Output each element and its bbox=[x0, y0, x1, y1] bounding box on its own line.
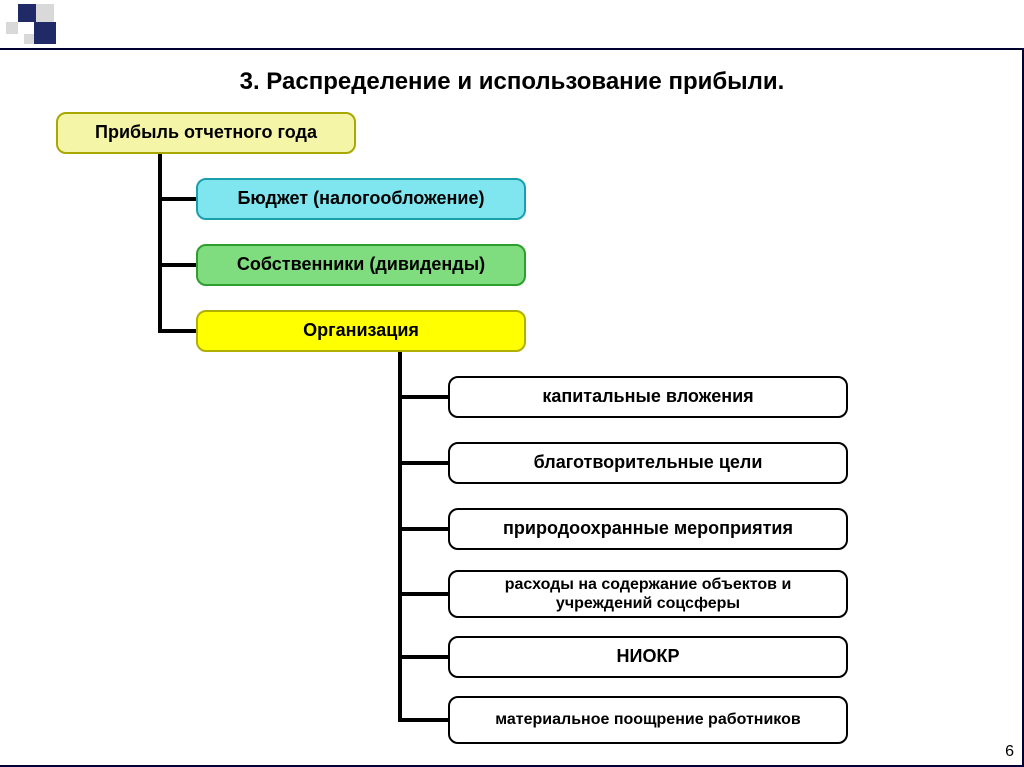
decoration-square bbox=[34, 22, 56, 44]
connector-horizontal bbox=[158, 329, 196, 333]
decoration-square bbox=[18, 4, 36, 22]
node-profit-root: Прибыль отчетного года bbox=[56, 112, 356, 154]
connector-horizontal bbox=[398, 655, 448, 659]
node-capex: капитальные вложения bbox=[448, 376, 848, 418]
connector-horizontal bbox=[398, 527, 448, 531]
node-eco: природоохранные мероприятия bbox=[448, 508, 848, 550]
connector-horizontal bbox=[158, 263, 196, 267]
node-budget: Бюджет (налогообложение) bbox=[196, 178, 526, 220]
node-bonus: материальное поощрение работников bbox=[448, 696, 848, 744]
slide-top-border bbox=[0, 48, 1024, 50]
corner-decoration bbox=[0, 0, 80, 50]
connector-vertical bbox=[398, 352, 402, 720]
connector-horizontal bbox=[158, 197, 196, 201]
node-charity: благотворительные цели bbox=[448, 442, 848, 484]
node-rnd: НИОКР bbox=[448, 636, 848, 678]
connector-horizontal bbox=[398, 718, 448, 722]
connector-vertical bbox=[158, 154, 162, 331]
connector-horizontal bbox=[398, 592, 448, 596]
decoration-square bbox=[6, 22, 18, 34]
page-number: 6 bbox=[1005, 743, 1014, 761]
decoration-square bbox=[36, 4, 54, 22]
connector-horizontal bbox=[398, 395, 448, 399]
node-social: расходы на содержание объектов и учрежде… bbox=[448, 570, 848, 618]
connector-horizontal bbox=[398, 461, 448, 465]
node-owners: Собственники (дивиденды) bbox=[196, 244, 526, 286]
decoration-square bbox=[24, 34, 34, 44]
slide-title: 3. Распределение и использование прибыли… bbox=[0, 68, 1024, 96]
node-organization: Организация bbox=[196, 310, 526, 352]
